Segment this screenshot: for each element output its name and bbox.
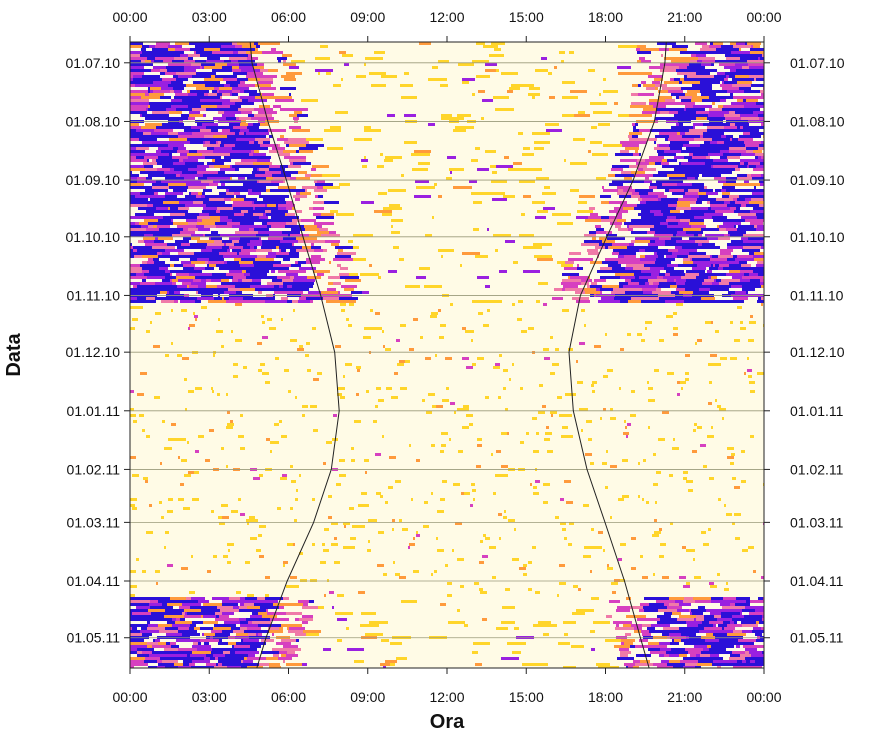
heatmap-cells <box>130 42 764 668</box>
y-tick-label-left: 01.01.11 <box>67 403 121 419</box>
x-tick-label-top: 03:00 <box>192 9 227 25</box>
y-tick-label-right: 01.10.10 <box>790 229 845 245</box>
x-tick-label-bottom: 06:00 <box>271 689 306 705</box>
x-axis-title: Ora <box>430 711 465 733</box>
x-tick-label-top: 12:00 <box>429 9 464 25</box>
gridlines <box>130 62 764 639</box>
x-tick-label-bottom: 00:00 <box>112 689 147 705</box>
x-tick-label-top: 15:00 <box>509 9 544 25</box>
y-tick-label-right: 01.03.11 <box>790 514 844 530</box>
x-tick-label-bottom: 21:00 <box>667 689 702 705</box>
y-tick-label-left: 01.08.10 <box>66 113 121 129</box>
y-tick-label-right: 01.07.10 <box>790 55 845 71</box>
y-tick-label-right: 01.09.10 <box>790 172 845 188</box>
x-tick-label-bottom: 03:00 <box>192 689 227 705</box>
y-tick-label-left: 01.12.10 <box>66 344 121 360</box>
x-tick-label-bottom: 18:00 <box>588 689 623 705</box>
y-axis-title: Data <box>3 332 25 376</box>
y-tick-label-left: 01.02.11 <box>67 461 121 477</box>
x-tick-label-top: 18:00 <box>588 9 623 25</box>
sunset-line <box>568 42 667 668</box>
x-tick-label-bottom: 09:00 <box>350 689 385 705</box>
y-tick-label-right: 01.12.10 <box>790 344 845 360</box>
y-tick-label-left: 01.04.11 <box>67 573 121 589</box>
y-tick-label-right: 01.04.11 <box>790 573 844 589</box>
y-tick-label-left: 01.03.11 <box>67 514 121 530</box>
x-tick-label-top: 00:00 <box>746 9 781 25</box>
sunrise-line <box>249 42 340 668</box>
y-tick-label-left: 01.11.10 <box>67 287 121 303</box>
sun-curves <box>249 42 667 668</box>
y-tick-label-right: 01.01.11 <box>790 403 844 419</box>
x-axis: 00:00 00:00 03:00 03:00 06:00 06:00 09:00 09:00… <box>112 9 781 705</box>
y-tick-label-left: 01.09.10 <box>66 172 121 188</box>
y-tick-label-left: 01.05.11 <box>67 630 121 646</box>
x-tick-label-bottom: 12:00 <box>429 689 464 705</box>
y-axis: 01.07.10 01.07.10 01.08.10 01.08.10 01.09.10… <box>66 55 845 646</box>
x-tick-label-top: 06:00 <box>271 9 306 25</box>
y-tick-label-left: 01.07.10 <box>66 55 121 71</box>
y-tick-label-right: 01.08.10 <box>790 113 845 129</box>
x-tick-label-top: 21:00 <box>667 9 702 25</box>
x-tick-label-top: 09:00 <box>350 9 385 25</box>
y-tick-label-right: 01.11.10 <box>790 287 844 303</box>
x-tick-label-bottom: 15:00 <box>509 689 544 705</box>
y-tick-label-right: 01.02.11 <box>790 461 844 477</box>
y-tick-label-left: 01.10.10 <box>66 229 121 245</box>
y-tick-label-right: 01.05.11 <box>790 630 844 646</box>
x-tick-label-top: 00:00 <box>112 9 147 25</box>
x-tick-label-bottom: 00:00 <box>746 689 781 705</box>
